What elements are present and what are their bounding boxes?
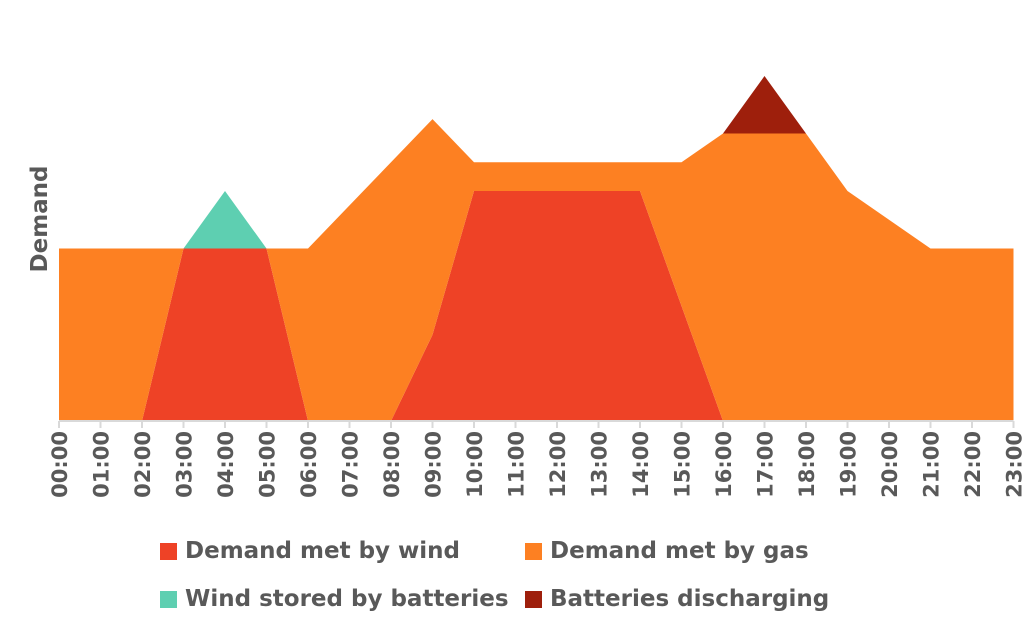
x-tick-label: 23:00	[1003, 431, 1027, 498]
x-tick-label: 15:00	[671, 431, 695, 498]
x-tick-label: 11:00	[505, 431, 529, 498]
x-tick-label: 14:00	[629, 431, 653, 498]
x-tick-label: 09:00	[422, 431, 446, 498]
legend-swatch	[160, 542, 177, 560]
x-tick-label: 22:00	[961, 431, 985, 498]
area-series-demand-met-by-wind	[59, 191, 1014, 421]
x-tick-label: 21:00	[920, 431, 944, 498]
x-tick-label: 04:00	[214, 431, 238, 498]
x-tick-label: 20:00	[878, 431, 902, 498]
x-tick-label: 02:00	[131, 431, 155, 498]
x-tick-label: 07:00	[339, 431, 363, 498]
legend-item: Wind stored by batteries	[160, 586, 509, 612]
x-tick-label: 05:00	[256, 431, 280, 498]
legend-swatch	[160, 590, 177, 608]
x-tick-label: 01:00	[90, 431, 114, 498]
legend-swatch	[525, 542, 542, 560]
legend-label: Demand met by wind	[185, 538, 461, 564]
x-tick-label: 16:00	[712, 431, 736, 498]
x-tick-label: 10:00	[463, 431, 487, 498]
legend-label: Wind stored by batteries	[185, 586, 509, 612]
x-tick-label: 12:00	[546, 431, 570, 498]
area-series-batteries-discharging	[59, 76, 1014, 249]
x-tick-label: 08:00	[380, 431, 404, 498]
legend-label: Batteries discharging	[550, 586, 830, 612]
legend-label: Demand met by gas	[550, 538, 809, 564]
legend-item: Demand met by gas	[525, 538, 809, 564]
x-tick-label: 03:00	[173, 431, 197, 498]
legend-swatch	[525, 590, 542, 608]
y-axis-title: Demand	[27, 165, 53, 272]
x-tick-label: 19:00	[837, 431, 861, 498]
legend-item: Demand met by wind	[160, 538, 460, 564]
x-tick-label: 18:00	[795, 431, 819, 498]
x-tick-label: 17:00	[754, 431, 778, 498]
area-series-group	[59, 76, 1014, 421]
area-series-demand-met-by-gas	[59, 119, 1014, 421]
x-axis: 00:00 01:00 02:00 03:00 04:00 05:00 06:00 07:00…	[48, 420, 1027, 498]
legend-item: Batteries discharging	[525, 586, 829, 612]
x-tick-label: 13:00	[588, 431, 612, 498]
x-tick-label: 00:00	[48, 431, 72, 498]
x-tick-label: 06:00	[297, 431, 321, 498]
